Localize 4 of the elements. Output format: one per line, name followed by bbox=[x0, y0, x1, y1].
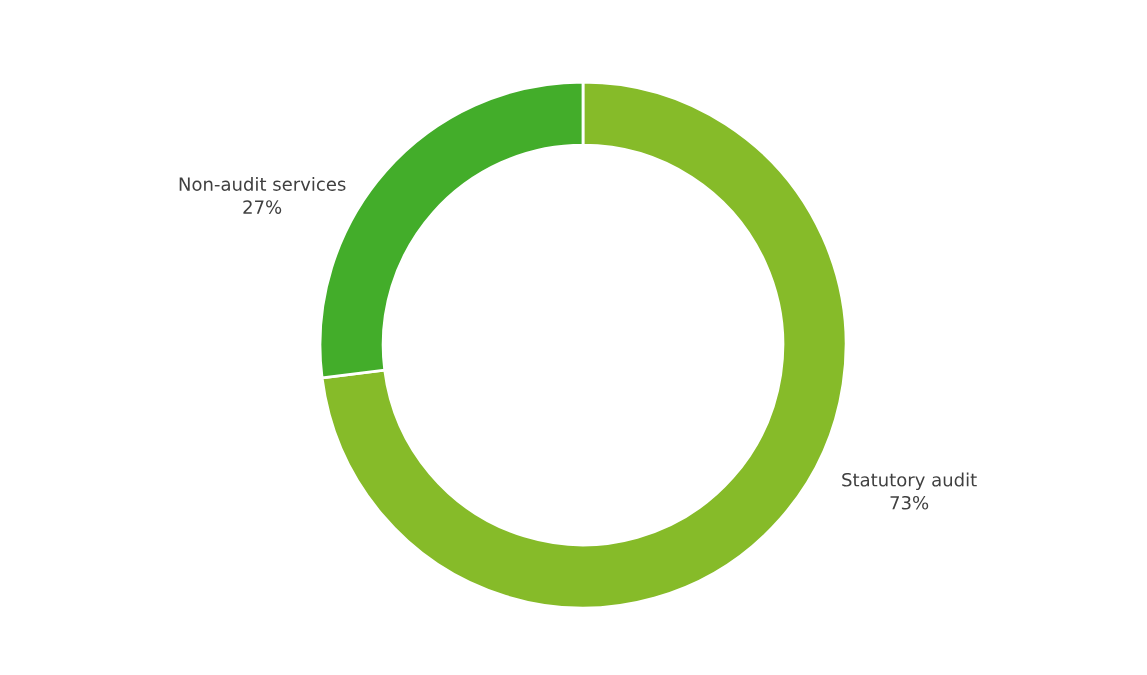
slice-label: Non-audit services bbox=[179, 176, 346, 191]
data-label: 73% bbox=[890, 495, 929, 510]
slice-label: Statutory audit bbox=[842, 472, 977, 491]
data-label: 27% bbox=[243, 200, 282, 214]
